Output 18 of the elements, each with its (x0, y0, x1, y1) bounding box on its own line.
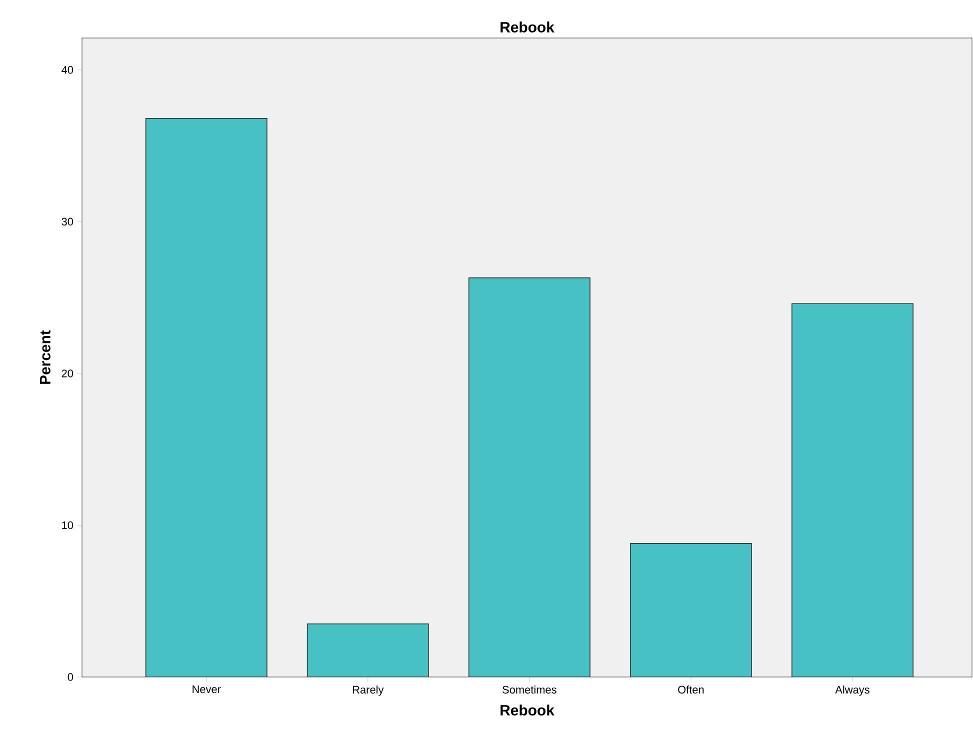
x-tick-label: Rarely (352, 686, 384, 696)
x-axis-title: Rebook (500, 704, 554, 716)
y-tick-label: 20 (62, 370, 74, 378)
bar (792, 303, 914, 677)
x-tick-label: Often (678, 686, 704, 694)
bar (145, 118, 268, 677)
y-tick-label: 30 (62, 218, 74, 226)
x-tick-label: Always (835, 686, 870, 696)
y-tick-label: 0 (68, 673, 74, 681)
chart-title: Rebook (500, 22, 554, 32)
y-tick-label: 10 (62, 521, 74, 530)
y-axis-title: Percent (40, 330, 50, 384)
bar (630, 543, 752, 677)
bar (468, 278, 590, 677)
bar (306, 623, 429, 677)
x-tick-label: Sometimes (502, 686, 556, 694)
x-tick-label: Never (192, 686, 221, 694)
y-tick-label: 40 (62, 66, 74, 74)
